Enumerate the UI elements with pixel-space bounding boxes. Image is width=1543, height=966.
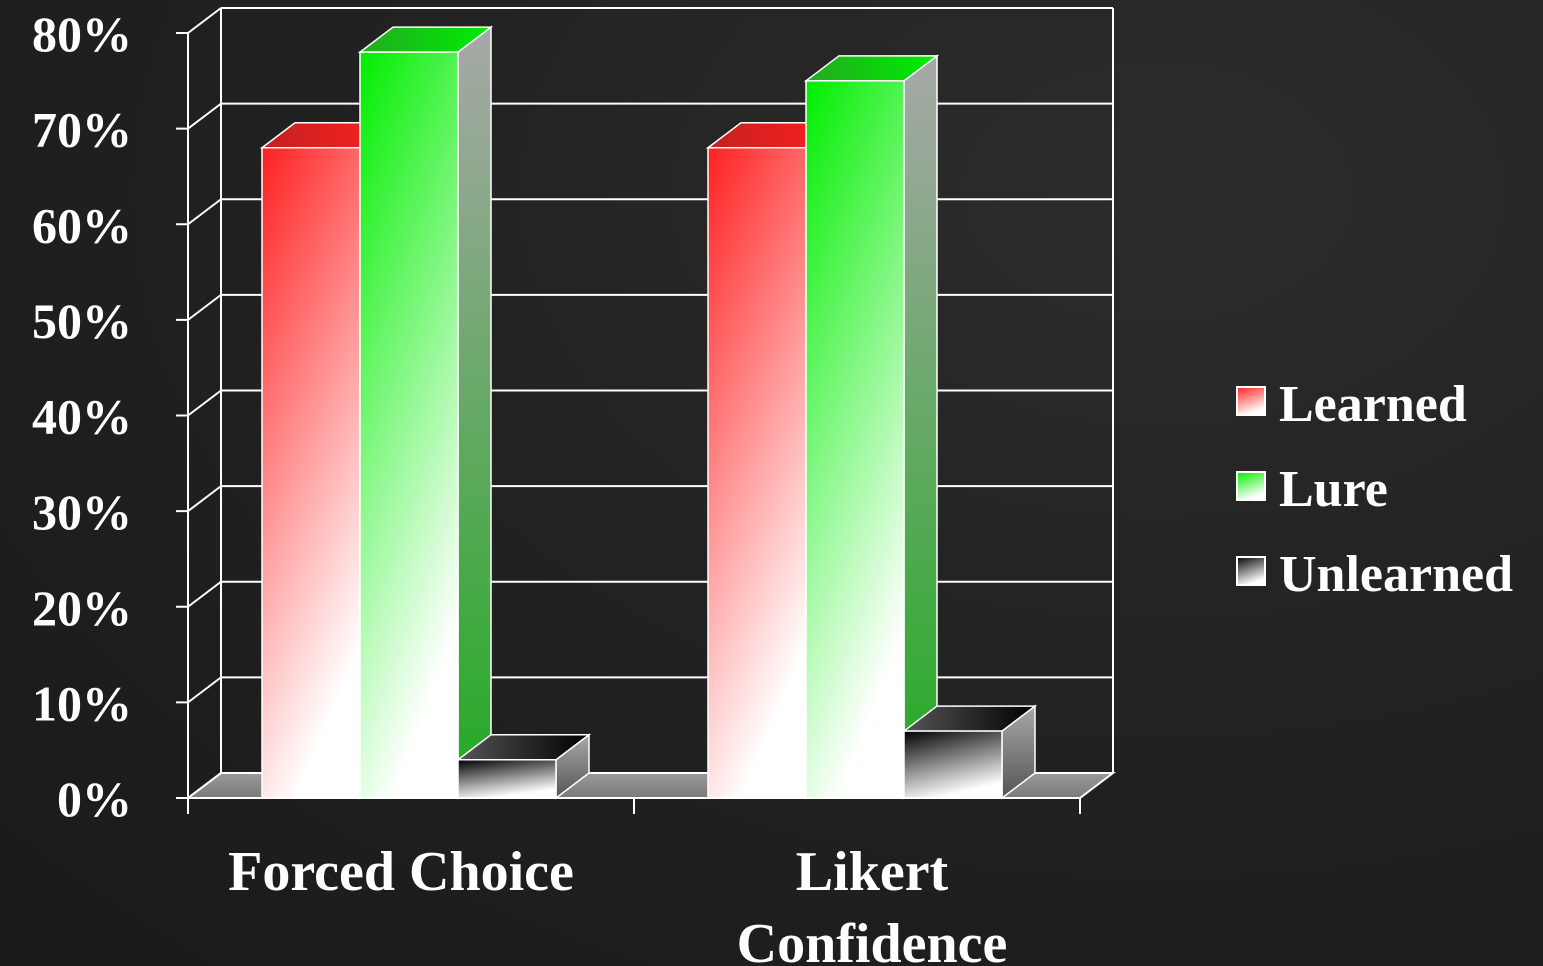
- bar-front: [707, 147, 807, 799]
- bar-front: [261, 147, 361, 799]
- x-category-labels: Forced Choice Likert Confidence: [228, 841, 1007, 966]
- bar-lure-2: [803, 54, 940, 800]
- y-tick-label: 20%: [32, 580, 132, 636]
- gridline-side: [187, 389, 222, 417]
- bar-front: [903, 730, 1003, 799]
- gridline-side: [187, 294, 222, 321]
- gridline-side: [187, 580, 222, 608]
- legend-swatch: [1236, 471, 1266, 501]
- legend: Learned Lure Unlearned: [1236, 376, 1513, 603]
- y-tick-label: 50%: [32, 293, 132, 349]
- bar-front: [805, 80, 905, 799]
- gridline-side: [187, 7, 222, 34]
- y-tick-label: 0%: [57, 771, 132, 827]
- bar-front: [359, 51, 459, 799]
- bar-unlearned-1: [455, 733, 592, 800]
- legend-label: Lure: [1279, 461, 1388, 518]
- category-label: Likert: [796, 841, 949, 903]
- legend-label: Learned: [1279, 376, 1467, 433]
- legend-swatch: [1236, 386, 1266, 416]
- y-tick-label: 80%: [32, 6, 132, 62]
- bar-lure-1: [357, 25, 494, 800]
- bar-side: [457, 25, 492, 800]
- legend-item-lure: Lure: [1236, 461, 1388, 518]
- legend-label: Unlearned: [1279, 546, 1513, 603]
- gridline-side: [187, 198, 222, 226]
- gridline-side: [187, 102, 222, 130]
- bar-unlearned-2: [901, 704, 1038, 800]
- gridline-side: [187, 485, 222, 512]
- y-axis: [176, 32, 1081, 814]
- gridline-side: [187, 772, 222, 799]
- y-tick-label: 60%: [32, 197, 132, 253]
- bar-front: [457, 759, 557, 799]
- y-tick-label: 70%: [32, 102, 132, 158]
- y-tick-label: 30%: [32, 484, 132, 540]
- bar-side: [903, 54, 938, 800]
- gridline-side: [187, 676, 222, 704]
- legend-item-learned: Learned: [1236, 376, 1467, 433]
- category-label: Confidence: [737, 913, 1008, 966]
- y-tick-labels: 0% 10% 20% 30% 40% 50% 60% 70% 80%: [32, 6, 132, 827]
- legend-swatch: [1236, 556, 1266, 586]
- bars: [259, 25, 1038, 800]
- y-tick-label: 40%: [32, 389, 132, 445]
- legend-item-unlearned: Unlearned: [1236, 546, 1513, 603]
- y-tick-label: 10%: [32, 675, 132, 731]
- category-label: Forced Choice: [228, 841, 574, 903]
